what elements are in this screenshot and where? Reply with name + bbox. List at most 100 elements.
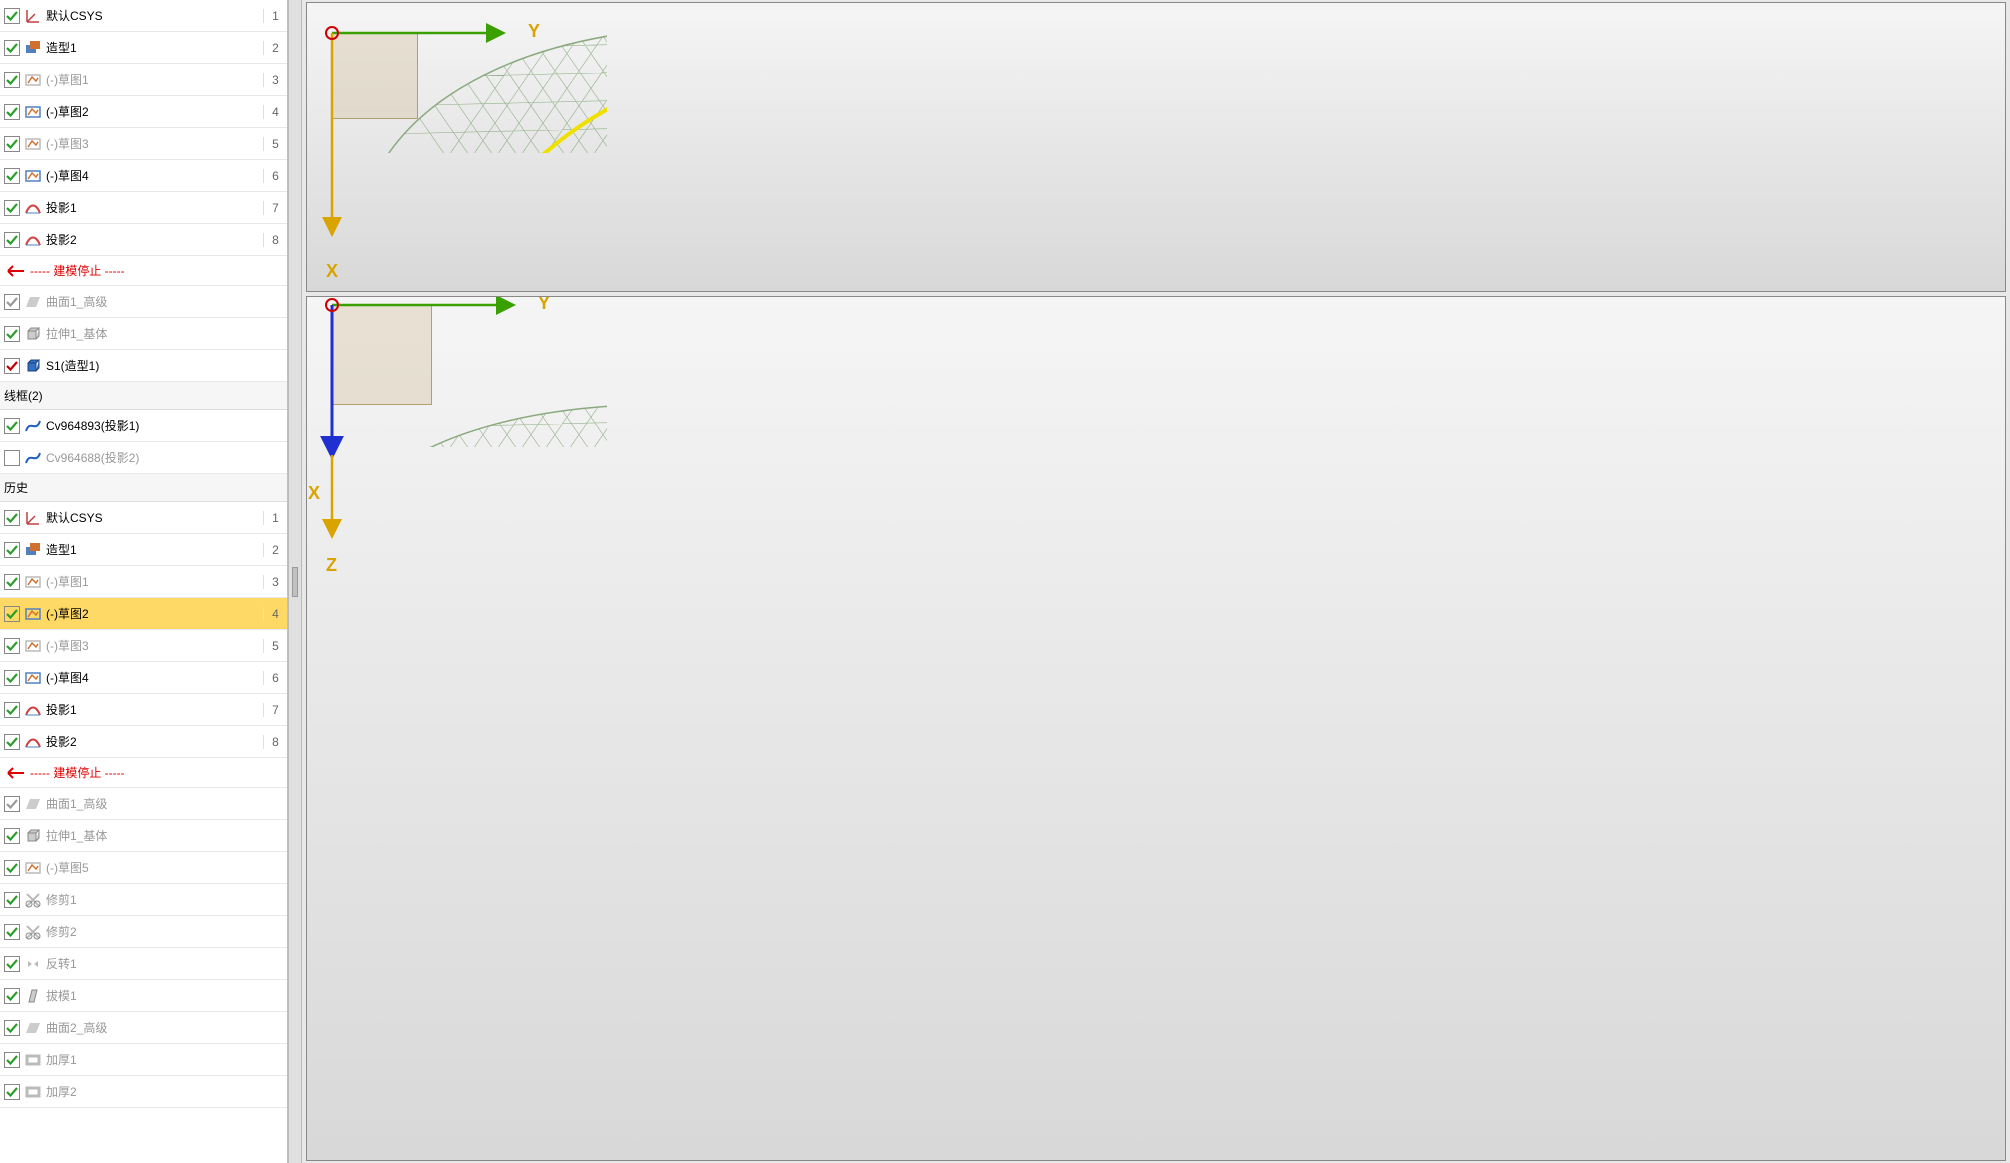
tree-item-index: 2 <box>263 543 287 557</box>
tree-item-label: Cv964893(投影1) <box>46 417 287 434</box>
tree-item[interactable]: (-)草图3 5 <box>0 128 287 160</box>
tree-item-label: 投影1 <box>46 701 263 718</box>
panel-splitter[interactable] <box>288 0 302 1163</box>
shape-icon <box>24 541 42 559</box>
tree-item-label: S1(造型1) <box>46 357 287 374</box>
splitter-grip-icon <box>292 567 298 597</box>
viewport-area: Y X Y X <box>302 0 2010 1163</box>
tree-item[interactable]: 加厚1 <box>0 1044 287 1076</box>
ext-icon <box>24 827 42 845</box>
tree-item[interactable]: S1(造型1) <box>0 350 287 382</box>
tree-item[interactable]: 曲面2_高级 <box>0 1012 287 1044</box>
tree-item[interactable]: 投影2 8 <box>0 224 287 256</box>
tree-item[interactable]: (-)草图5 <box>0 852 287 884</box>
tree-item[interactable]: 默认CSYS 1 <box>0 502 287 534</box>
proj-icon <box>24 701 42 719</box>
sketch-icon <box>24 605 42 623</box>
arrow-left-icon <box>4 767 24 779</box>
feature-tree-panel: 默认CSYS 1 造型1 2 (-)草图1 3 (-)草图2 4 (-)草图3 … <box>0 0 288 1163</box>
stop-label: ----- 建模停止 ----- <box>30 764 125 781</box>
tree-item-label: 造型1 <box>46 541 263 558</box>
proj-icon <box>24 733 42 751</box>
sketch-icon <box>24 103 42 121</box>
tree-item-label: 投影1 <box>46 199 263 216</box>
tree-item-index: 4 <box>263 105 287 119</box>
tree-item-label: Cv964688(投影2) <box>46 449 287 466</box>
tree-item[interactable]: 拉伸1_基体 <box>0 318 287 350</box>
tree-item-label: 默认CSYS <box>46 7 263 24</box>
sketch-icon <box>24 859 42 877</box>
sketch-icon <box>24 135 42 153</box>
curve-icon <box>24 417 42 435</box>
tree-item[interactable]: 曲面1_高级 <box>0 286 287 318</box>
tree-item-label: 曲面1_高级 <box>46 293 287 310</box>
tree-item[interactable]: (-)草图1 3 <box>0 64 287 96</box>
tree-item[interactable]: (-)草图2 4 <box>0 598 287 630</box>
arrow-left-icon <box>4 265 24 277</box>
tree-item[interactable]: 修剪1 <box>0 884 287 916</box>
tree-item-label: (-)草图2 <box>46 605 263 622</box>
model-stop-marker[interactable]: ----- 建模停止 ----- <box>0 256 287 286</box>
axes-triad-top: Y X <box>332 33 612 292</box>
model-stop-marker[interactable]: ----- 建模停止 ----- <box>0 758 287 788</box>
tree-item-label: 修剪2 <box>46 923 287 940</box>
tree-item-index: 2 <box>263 41 287 55</box>
tree-item[interactable]: (-)草图4 6 <box>0 160 287 192</box>
tree-item[interactable]: Cv964893(投影1) <box>0 410 287 442</box>
tree-item[interactable]: 投影1 7 <box>0 192 287 224</box>
tree-item[interactable]: (-)草图4 6 <box>0 662 287 694</box>
ext-icon <box>24 325 42 343</box>
tree-item-label: 曲面1_高级 <box>46 795 287 812</box>
tree-item-index: 4 <box>263 607 287 621</box>
tree-item-label: (-)草图4 <box>46 167 263 184</box>
tree-item-index: 1 <box>263 511 287 525</box>
tree-item-label: 投影2 <box>46 733 263 750</box>
tree-item[interactable]: 曲面1_高级 <box>0 788 287 820</box>
tree-item[interactable]: Cv964688(投影2) <box>0 442 287 474</box>
csys-icon <box>24 509 42 527</box>
stop-label: ----- 建模停止 ----- <box>30 262 125 279</box>
tree-item[interactable]: 拉伸1_基体 <box>0 820 287 852</box>
sketch-icon <box>24 167 42 185</box>
tree-item-index: 7 <box>263 201 287 215</box>
tree-item-index: 6 <box>263 671 287 685</box>
trim-icon <box>24 891 42 909</box>
tree-item-label: 默认CSYS <box>46 509 263 526</box>
csys-icon <box>24 7 42 25</box>
wireframe-section-header[interactable]: 线框(2) <box>0 382 287 410</box>
tree-item-label: 拉伸1_基体 <box>46 827 287 844</box>
tree-item[interactable]: 造型1 2 <box>0 534 287 566</box>
tree-item-label: 拉伸1_基体 <box>46 325 287 342</box>
axis-y-label: Y <box>538 296 550 314</box>
tree-item[interactable]: (-)草图2 4 <box>0 96 287 128</box>
viewport-top[interactable]: Y X <box>306 2 2006 292</box>
proj-icon <box>24 199 42 217</box>
surf-icon <box>24 293 42 311</box>
tree-item[interactable]: 投影2 8 <box>0 726 287 758</box>
tree-item-index: 3 <box>263 73 287 87</box>
history-section-header[interactable]: 历史 <box>0 474 287 502</box>
tree-item[interactable]: (-)草图1 3 <box>0 566 287 598</box>
tree-item-label: 修剪1 <box>46 891 287 908</box>
trim-icon <box>24 923 42 941</box>
tree-item[interactable]: 反转1 <box>0 948 287 980</box>
sketch-icon <box>24 573 42 591</box>
tree-item-label: (-)草图3 <box>46 637 263 654</box>
surf-icon <box>24 1019 42 1037</box>
tree-item[interactable]: 拔模1 <box>0 980 287 1012</box>
tree-item[interactable]: 修剪2 <box>0 916 287 948</box>
tree-item[interactable]: 加厚2 <box>0 1076 287 1108</box>
tree-item[interactable]: (-)草图3 5 <box>0 630 287 662</box>
tree-item-index: 5 <box>263 137 287 151</box>
axis-z-label: Z <box>326 555 337 576</box>
curve-icon <box>24 449 42 467</box>
tree-item[interactable]: 投影1 7 <box>0 694 287 726</box>
viewport-bottom[interactable]: Y X Z <box>306 296 2006 1161</box>
tree-item[interactable]: 造型1 2 <box>0 32 287 64</box>
tree-item[interactable]: 默认CSYS 1 <box>0 0 287 32</box>
surf-icon <box>24 795 42 813</box>
tree-item-index: 3 <box>263 575 287 589</box>
axis-x-label: X <box>308 483 320 504</box>
sketch-icon <box>24 71 42 89</box>
tree-item-label: 反转1 <box>46 955 287 972</box>
